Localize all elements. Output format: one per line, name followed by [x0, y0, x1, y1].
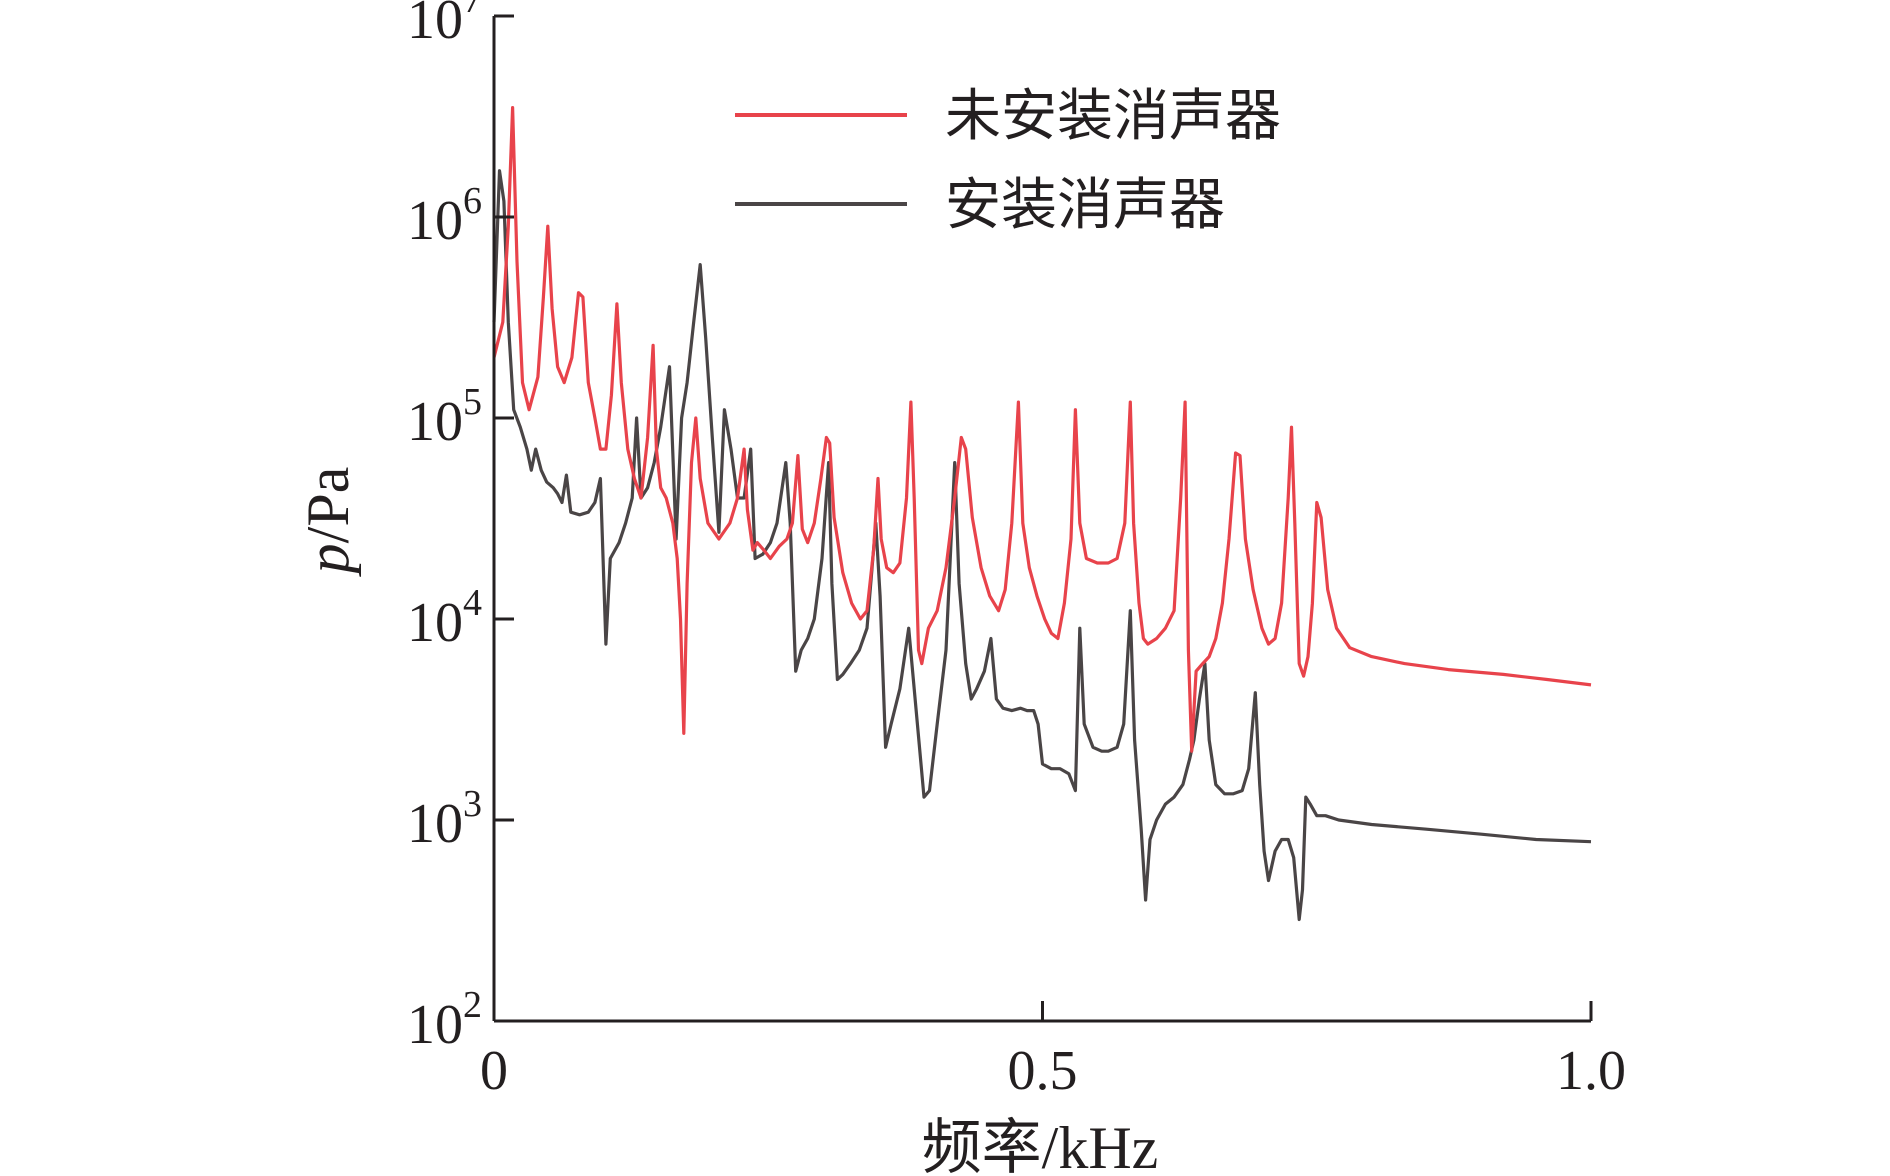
- y-tick-label-base: 10: [407, 994, 463, 1056]
- x-tick-label: 0.5: [1008, 1040, 1078, 1102]
- x-axis-title: 频率/kHz: [922, 1115, 1159, 1176]
- x-ticks: 0 0.5 1.0: [480, 1001, 1626, 1102]
- y-tick-label: 105: [407, 381, 482, 453]
- y-tick-label: 106: [407, 180, 482, 252]
- y-tick-label: 104: [407, 582, 482, 654]
- legend-label-muffled: 安装消声器: [945, 173, 1225, 238]
- y-tick-label-base: 10: [407, 0, 463, 51]
- y-tick-label: 107: [407, 0, 482, 51]
- y-tick-label-base: 10: [407, 391, 463, 453]
- plot-lines: [492, 105, 1592, 922]
- y-axis-title-symbol: p: [295, 543, 361, 577]
- y-tick-label-exponent: 3: [463, 783, 482, 825]
- y-tick-label-exponent: 2: [463, 984, 482, 1026]
- y-tick-label: 102: [407, 984, 482, 1056]
- y-tick-label-base: 10: [407, 190, 463, 252]
- series-line-unmuffled: [492, 105, 1592, 753]
- y-tick-label-exponent: 7: [463, 0, 482, 21]
- x-tick-label: 0: [480, 1040, 508, 1102]
- y-axis-title-unit: /Pa: [295, 467, 361, 544]
- y-tick-label-base: 10: [407, 592, 463, 654]
- y-tick-label-exponent: 6: [463, 180, 482, 222]
- y-tick-label-exponent: 4: [463, 582, 482, 624]
- y-tick-label: 103: [407, 783, 482, 855]
- y-tick-label-base: 10: [407, 793, 463, 855]
- legend: 未安装消声器 安装消声器: [735, 84, 1281, 238]
- legend-label-unmuffled: 未安装消声器: [945, 84, 1281, 149]
- series-line-muffled: [492, 169, 1592, 922]
- y-tick-label-exponent: 5: [463, 381, 482, 423]
- y-axis-title: p/Pa: [295, 467, 361, 578]
- x-tick-label: 1.0: [1556, 1040, 1626, 1102]
